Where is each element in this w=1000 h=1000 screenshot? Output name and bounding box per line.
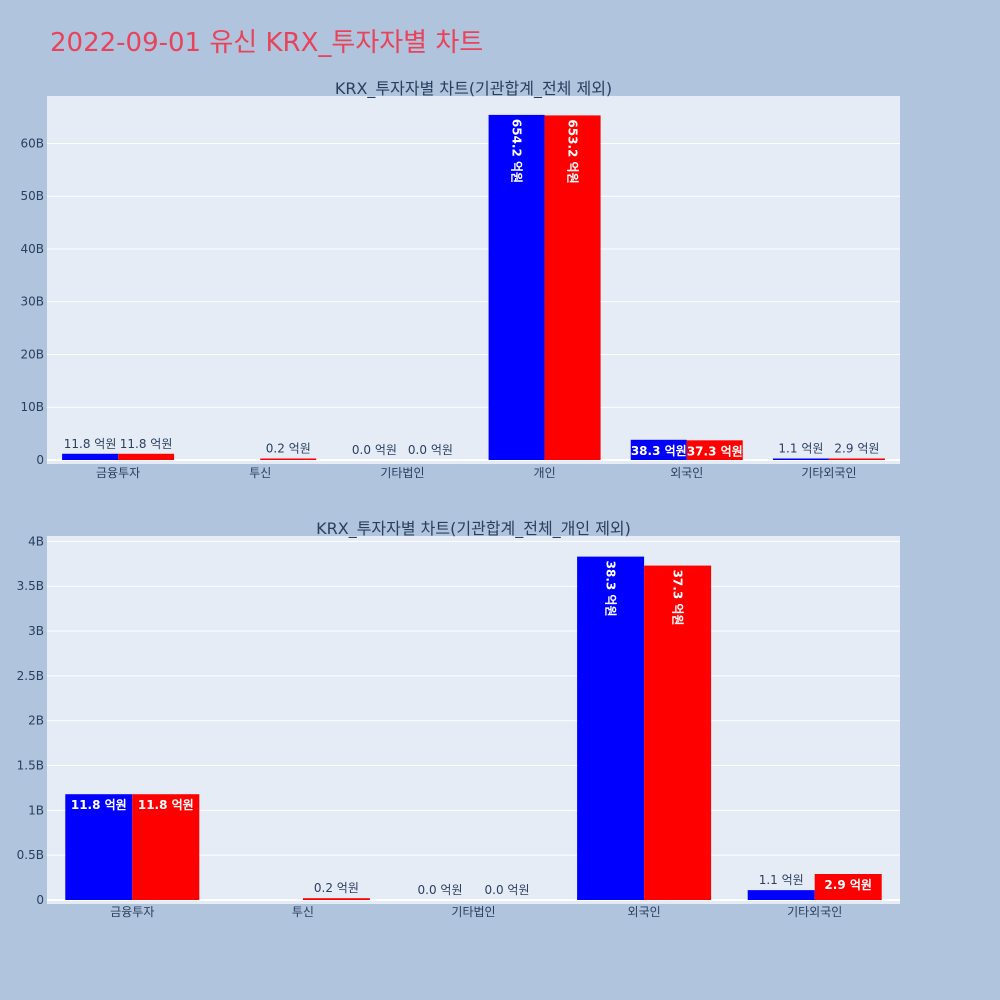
chart-title: KRX_투자자별 차트(기관합계_전체_개인 제외) <box>316 519 631 539</box>
chart-excluding-individual: 0 0.5B 1B 1.5B 2B 2.5B 3B 3.5B 4B KRX_투자자별 차트(기관합… <box>17 519 900 919</box>
data-label: 11.8 억원 <box>120 437 173 451</box>
y-tick-label: 30B <box>20 295 44 309</box>
x-tick-label: 투신 <box>292 905 314 919</box>
x-tick-label: 기타법인 <box>451 905 495 919</box>
bar <box>65 794 133 900</box>
y-tick-label: 1.5B <box>17 759 44 773</box>
data-label: 38.3 억원 <box>631 444 687 458</box>
data-label: 37.3 억원 <box>687 444 743 458</box>
data-label: 654.2 억원 <box>510 119 524 183</box>
y-tick-label: 3B <box>28 624 44 638</box>
x-tick-label: 기타법인 <box>380 466 424 480</box>
data-label: 37.3 억원 <box>671 570 685 626</box>
bar <box>814 874 882 900</box>
bar <box>828 458 885 460</box>
bar <box>62 453 119 460</box>
y-tick-label: 0 <box>36 453 44 467</box>
bar <box>544 115 601 460</box>
data-label: 0.0 억원 <box>352 443 397 457</box>
data-label: 1.1 억원 <box>759 873 804 887</box>
data-label: 0.2 억원 <box>314 881 359 895</box>
data-label: 11.8 억원 <box>71 798 127 812</box>
bar <box>630 439 687 460</box>
y-tick-label: 1B <box>28 803 44 817</box>
y-tick-label: 10B <box>20 400 44 414</box>
data-label: 653.2 억원 <box>566 119 580 183</box>
data-label: 2.9 억원 <box>834 441 879 455</box>
chart-title: KRX_투자자별 차트(기관합계_전체 제외) <box>335 79 612 99</box>
y-tick-label: 2B <box>28 714 44 728</box>
x-tick-label: 투신 <box>249 466 271 480</box>
bar <box>302 898 370 900</box>
y-tick-label: 3.5B <box>17 579 44 593</box>
plot-area <box>47 96 900 464</box>
y-tick-label: 2.5B <box>17 669 44 683</box>
bar <box>747 890 815 900</box>
x-tick-label: 금융투자 <box>96 466 140 480</box>
bar <box>772 458 829 460</box>
bar <box>686 440 743 460</box>
data-label: 0.2 억원 <box>266 442 311 456</box>
bar <box>132 794 200 900</box>
x-tick-label: 개인 <box>534 466 556 480</box>
page-title: 2022-09-01 유신 KRX_투자자별 차트 <box>50 28 484 58</box>
y-tick-label: 20B <box>20 347 44 361</box>
data-label: 0.0 억원 <box>418 883 463 897</box>
bar <box>644 565 712 900</box>
bar <box>577 556 645 900</box>
data-label: 1.1 억원 <box>778 442 823 456</box>
data-label: 0.0 억원 <box>408 443 453 457</box>
bar <box>488 114 545 460</box>
x-tick-label: 기타외국인 <box>801 466 856 480</box>
y-tick-label: 40B <box>20 242 44 256</box>
x-tick-label: 금융투자 <box>110 905 154 919</box>
y-tick-label: 0 <box>36 893 44 907</box>
x-tick-label: 외국인 <box>670 466 703 480</box>
data-label: 11.8 억원 <box>138 798 194 812</box>
data-label: 0.0 억원 <box>485 883 530 897</box>
bar <box>260 458 317 460</box>
chart-all-investors: 0 10B 20B 30B 40B 50B 60B KRX_투자자별 차트(기관합계_전체 제… <box>20 79 900 480</box>
y-tick-label: 0.5B <box>17 848 44 862</box>
data-label: 38.3 억원 <box>604 561 618 617</box>
x-tick-label: 외국인 <box>628 905 661 919</box>
bar <box>118 453 175 460</box>
data-label: 11.8 억원 <box>64 437 117 451</box>
x-tick-label: 기타외국인 <box>787 905 842 919</box>
y-tick-label: 60B <box>20 136 44 150</box>
y-tick-label: 50B <box>20 189 44 203</box>
data-label: 2.9 억원 <box>824 878 872 892</box>
y-tick-label: 4B <box>28 534 44 548</box>
